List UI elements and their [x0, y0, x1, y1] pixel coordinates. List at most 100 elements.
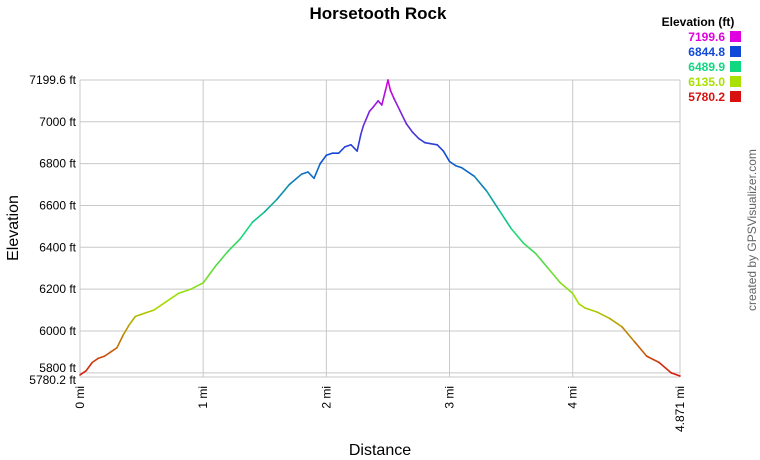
y-tick-label: 7199.6 ft — [29, 73, 76, 87]
profile-segment — [350, 143, 358, 152]
x-tick-label: 3 mi — [443, 386, 457, 409]
profile-segment — [380, 89, 387, 106]
legend-entry-label: 7199.6 — [688, 30, 725, 44]
profile-segment — [424, 141, 439, 146]
profile-segment — [368, 106, 374, 113]
profile-segment — [417, 137, 426, 144]
legend-swatch — [730, 61, 741, 72]
profile-segment — [251, 210, 266, 224]
profile-segment — [571, 292, 580, 305]
profile-segment — [288, 173, 303, 186]
legend-entry-label: 6844.8 — [688, 45, 725, 59]
profile-segment — [116, 334, 124, 349]
profile-segment — [621, 326, 636, 343]
y-tick-label: 6000 ft — [39, 324, 76, 338]
profile-segment — [128, 315, 137, 326]
profile-segment — [578, 303, 586, 309]
profile-segment — [134, 313, 143, 318]
profile-segment — [372, 100, 379, 108]
legend-entry-label: 6489.9 — [688, 60, 725, 74]
profile-segment — [596, 311, 611, 320]
profile-segment — [313, 162, 321, 180]
chart-title: Horsetooth Rock — [310, 4, 448, 23]
profile-segment — [389, 89, 395, 100]
profile-segment — [337, 146, 346, 154]
y-tick-label: 6600 ft — [39, 198, 76, 212]
profile-segment — [202, 273, 211, 284]
profile-segment — [325, 152, 334, 157]
profile-segment — [227, 238, 241, 253]
x-tick-label: 4 mi — [566, 386, 580, 409]
profile-segment — [534, 252, 549, 270]
legend-entry-label: 5780.2 — [688, 90, 725, 104]
profile-segment — [510, 227, 525, 244]
profile-segment — [633, 340, 648, 357]
profile-segment — [522, 242, 537, 255]
profile-segment — [608, 317, 623, 328]
y-axis-label: Elevation — [5, 195, 22, 261]
plot-area — [80, 80, 680, 377]
profile-segment — [214, 250, 229, 267]
x-tick-labels: 0 mi 1 mi 2 mi 3 mi 4 mi 4.871 mi — [73, 386, 687, 432]
profile-segment — [122, 323, 131, 336]
y-tick-label: 6200 ft — [39, 282, 76, 296]
profile-segment — [448, 160, 457, 167]
x-tick-label: 4.871 mi — [673, 386, 687, 432]
profile-segment — [300, 171, 309, 175]
profile-segment — [399, 110, 408, 125]
profile-segment — [559, 282, 574, 295]
profile-segment — [307, 171, 315, 180]
legend-swatch — [730, 46, 741, 57]
profile-segment — [547, 267, 562, 284]
profile-segment — [239, 221, 254, 240]
y-tick-label: 5800 ft — [39, 361, 76, 375]
y-tick-label: 5780.2 ft — [29, 373, 76, 387]
y-tick-label: 7000 ft — [39, 115, 76, 129]
y-tick-label: 6800 ft — [39, 157, 76, 171]
legend-swatch — [730, 76, 741, 87]
profile-segment — [436, 143, 445, 152]
profile-segment — [356, 133, 362, 152]
profile-segment — [442, 150, 451, 163]
profile-segment — [177, 288, 192, 295]
profile-segment — [498, 208, 512, 230]
profile-segment — [165, 292, 180, 303]
grid-layer — [79, 79, 681, 378]
profile-segment — [103, 351, 112, 357]
x-axis-label: Distance — [349, 442, 411, 459]
profile-segment — [485, 190, 500, 211]
profile-segment — [670, 372, 681, 377]
legend-entry-label: 6135.0 — [688, 75, 725, 89]
profile-segment — [360, 125, 365, 136]
profile-segment — [208, 265, 217, 276]
profile-segment — [461, 166, 475, 177]
x-tick-label: 0 mi — [73, 386, 87, 409]
x-tick-label: 1 mi — [196, 386, 210, 409]
profile-segment — [153, 300, 168, 311]
profile-segment — [393, 97, 402, 113]
profile-segment — [190, 282, 204, 290]
profile-segment — [263, 198, 278, 213]
profile-segment — [387, 79, 392, 92]
legend-swatch — [730, 91, 741, 102]
elevation-profile-line — [79, 79, 681, 377]
legend-title: Elevation (ft) — [662, 15, 735, 29]
profile-segment — [362, 110, 371, 127]
profile-segment — [658, 361, 673, 374]
profile-segment — [276, 183, 291, 200]
y-tick-label: 6400 ft — [39, 240, 76, 254]
profile-segment — [411, 131, 420, 140]
profile-segment — [319, 154, 328, 165]
profile-segment — [405, 123, 414, 134]
profile-segment — [473, 175, 488, 192]
profile-segment — [645, 355, 660, 364]
profile-segment — [146, 309, 155, 313]
profile-segment — [454, 164, 463, 169]
legend-swatch — [730, 31, 741, 42]
profile-segment — [344, 143, 352, 148]
profile-segment — [140, 311, 149, 316]
profile-segment — [97, 355, 106, 360]
